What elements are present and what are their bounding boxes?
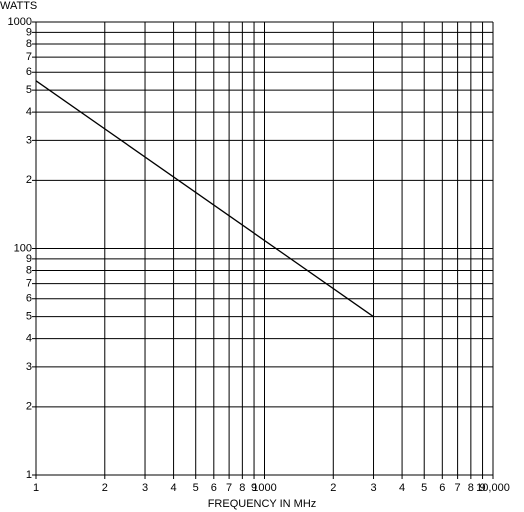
y-axis-label: WATTS — [0, 0, 37, 12]
data-line — [35, 80, 374, 318]
x-axis-label: FREQUENCY IN MHz — [208, 498, 317, 510]
y-tick-label: 3 — [26, 361, 32, 373]
x-tick-label: 7 — [226, 482, 232, 494]
y-tick-label: 2 — [26, 401, 32, 413]
y-tick-label: 100 — [14, 242, 32, 254]
x-tick-label: 5 — [193, 482, 199, 494]
x-tick-label: 6 — [439, 482, 445, 494]
x-tick-label: 3 — [142, 482, 148, 494]
y-tick-label: 5 — [26, 311, 32, 323]
y-tick-label: 6 — [26, 66, 32, 78]
x-tick-label: 4 — [171, 482, 177, 494]
x-tick-label: 1 — [33, 482, 39, 494]
y-tick-label: 8 — [26, 264, 32, 276]
x-tick-label: 8 — [468, 482, 474, 494]
y-tick-label: 9 — [26, 253, 32, 265]
y-tick-label: 3 — [26, 134, 32, 146]
y-tick-label: 1000 — [8, 16, 32, 28]
y-tick-label: 7 — [26, 51, 32, 63]
y-tick-label: 2 — [26, 174, 32, 186]
x-tick-label: 3 — [370, 482, 376, 494]
x-tick-label: 7 — [455, 482, 461, 494]
y-tick-label: 4 — [26, 106, 32, 118]
x-tick-label: 9 — [479, 482, 485, 494]
y-tick-label: 1 — [26, 469, 32, 481]
y-tick-label: 6 — [26, 293, 32, 305]
y-tick-label: 4 — [26, 333, 32, 345]
y-tick-label: 9 — [26, 26, 32, 38]
x-tick-label: 2 — [330, 482, 336, 494]
y-tick-label: 5 — [26, 84, 32, 96]
x-tick-label: 1000 — [252, 482, 276, 494]
x-tick-label: 10,000 — [476, 482, 510, 494]
x-tick-label: 6 — [211, 482, 217, 494]
y-tick-label: 8 — [26, 38, 32, 50]
x-tick-label: 2 — [102, 482, 108, 494]
x-tick-label: 8 — [239, 482, 245, 494]
x-tick-label: 4 — [399, 482, 405, 494]
x-tick-label: 5 — [421, 482, 427, 494]
x-tick-label: 9 — [251, 482, 257, 494]
y-tick-label: 7 — [26, 277, 32, 289]
